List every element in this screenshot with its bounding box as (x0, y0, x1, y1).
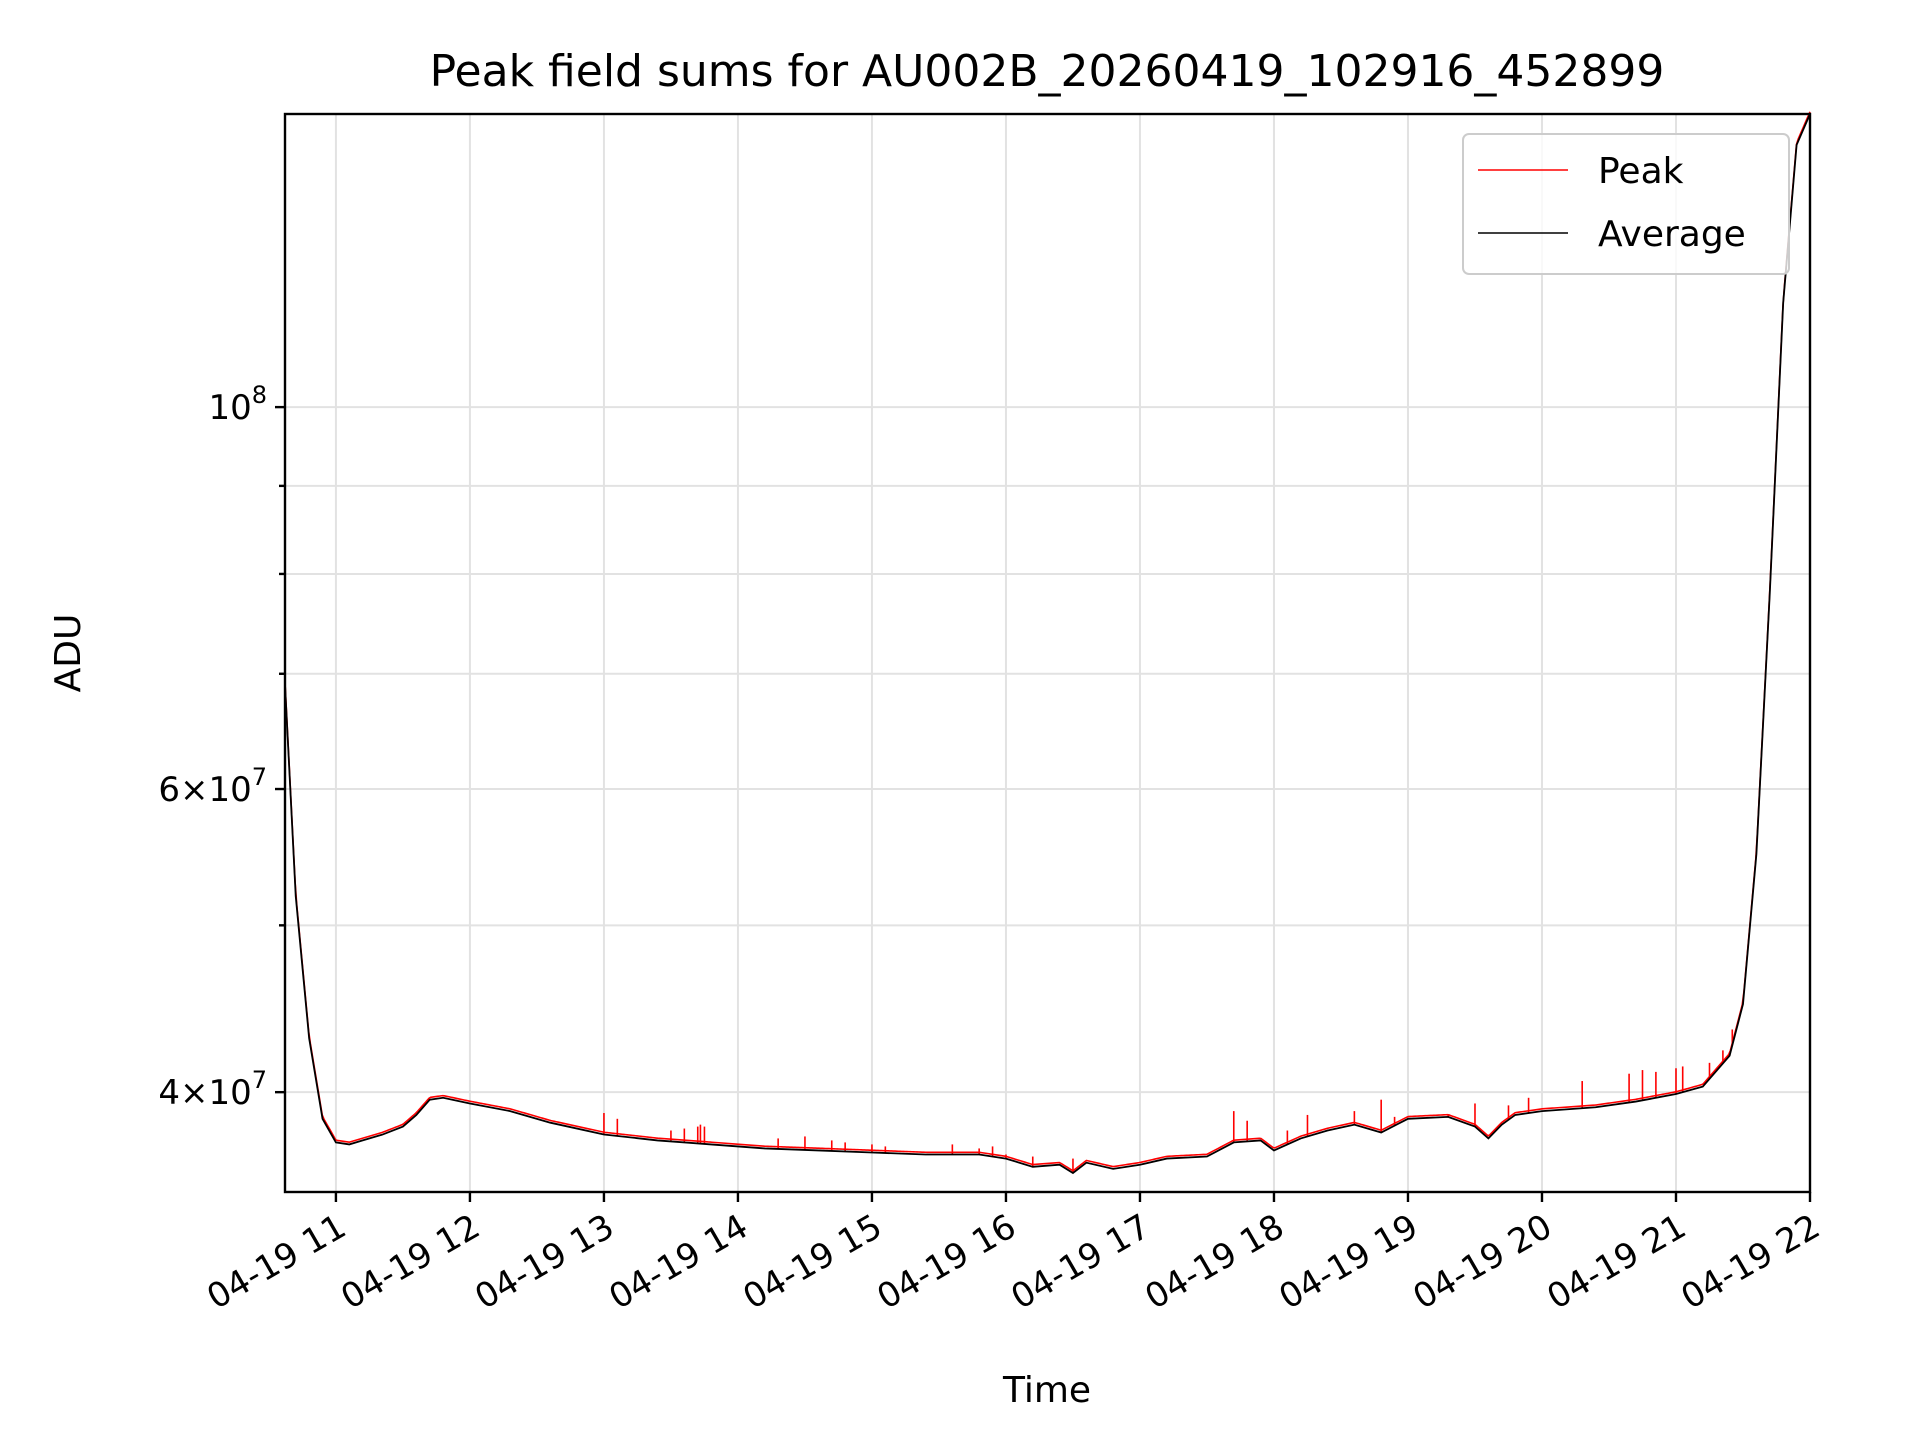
y-tick-label: 6×107 (158, 763, 267, 810)
legend-peak-label: Peak (1598, 151, 1684, 192)
plot-frame (283, 112, 1812, 1194)
legend-box (1462, 133, 1790, 275)
chart-title: Peak field sums for AU002B_20260419_1029… (430, 46, 1665, 97)
y-tick-label: 108 (208, 381, 267, 428)
grid-layer (285, 114, 1811, 1192)
peak-series-line (284, 111, 1811, 1172)
y-tick-label: 4×107 (158, 1066, 267, 1113)
series-layer (284, 111, 1811, 1175)
legend-average-label: Average (1598, 214, 1746, 255)
plot-background (285, 114, 1810, 1192)
legend: Peak Average (1462, 133, 1790, 275)
y-axis-label: ADU (48, 614, 89, 693)
x-axis-label: Time (1002, 1370, 1091, 1411)
average-series-line (284, 113, 1811, 1175)
